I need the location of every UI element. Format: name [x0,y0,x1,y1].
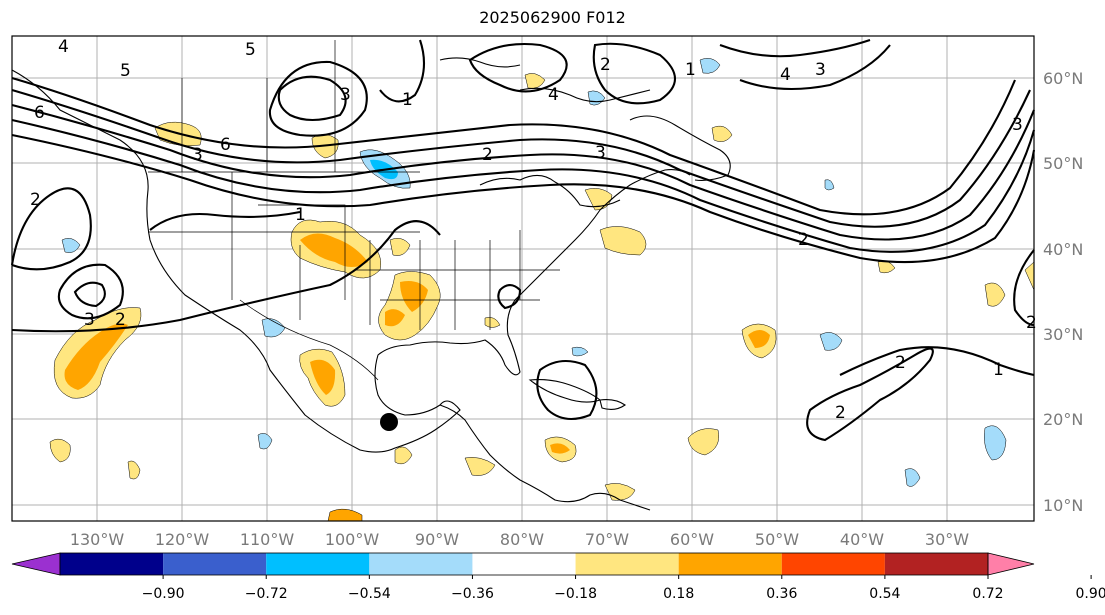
lat-label: 30°N [1043,325,1083,344]
map-background [12,36,1034,521]
colorbar-segment [884,553,988,575]
colorbar-label: −0.54 [348,586,391,602]
lon-label: 100°W [325,530,380,549]
colorbar-label: −0.36 [451,586,494,602]
contour-label: 3 [340,85,351,105]
colorbar-label: −0.90 [142,586,185,602]
colorbar-label: −0.18 [554,586,597,602]
lon-label: 110°W [240,530,295,549]
colorbar-label: −0.72 [245,586,288,602]
lon-label: 40°W [840,530,884,549]
storm-center-marker [380,413,398,431]
colorbar-extend-high [987,552,1035,576]
lon-label: 120°W [155,530,210,549]
map-title: 2025062900 F012 [479,8,626,27]
contour-label: 1 [402,90,413,110]
lon-label: 130°W [70,530,125,549]
colorbar-segment [781,553,885,575]
contour-label: 2 [798,230,809,250]
contour-label: 2 [835,403,846,423]
contour-label: 1 [993,360,1004,380]
colorbar-label: 0.54 [869,586,900,602]
contour-label: 2 [30,190,41,210]
contour-label: 4 [58,37,69,57]
lat-label: 20°N [1043,410,1083,429]
contour-label: 3 [815,60,826,80]
contour-label: 6 [220,135,231,155]
colorbar-segment [60,553,164,575]
contour-label: 2 [482,145,493,165]
longitude-labels: 130°W 120°W 110°W 100°W 90°W 80°W 70°W 6… [70,530,969,549]
colorbar-label: 0.36 [766,586,797,602]
colorbar-segment [369,553,473,575]
colorbar-label: 0.72 [972,586,1003,602]
lat-label: 60°N [1043,69,1083,88]
contour-label: 2 [600,55,611,75]
contour-label: 2 [1026,313,1037,333]
colorbar-frame [59,552,989,576]
contour-label: 5 [120,61,131,81]
lon-label: 50°W [755,530,799,549]
colorbar-label: 0.18 [663,586,694,602]
contour-label: 4 [780,65,791,85]
contour-label: 2 [115,310,126,330]
contour-label: 2 [895,353,906,373]
contour-label: 3 [84,310,95,330]
lat-label: 50°N [1043,154,1083,173]
colorbar-segment [266,553,370,575]
colorbar-label: 0.90 [1076,586,1105,602]
colorbar-segment [472,553,576,575]
colorbar-segment [163,553,267,575]
contour-label: 3 [1012,115,1023,135]
colorbar-segment [575,553,679,575]
colorbar-extend-low [11,552,61,576]
contour-label: 5 [245,40,256,60]
lon-label: 60°W [670,530,714,549]
contour-label: 3 [192,145,203,165]
lat-label: 10°N [1043,496,1083,515]
lon-label: 80°W [500,530,544,549]
colorbar: −0.90 −0.72 −0.54 −0.36 −0.18 0.18 0.36 0.54 0.7… [11,552,1105,602]
contour-label: 1 [685,60,696,80]
contour-label: 6 [34,103,45,123]
map-frame [11,35,1035,522]
lon-label: 90°W [415,530,459,549]
map-panel: 4 5 6 2 3 1 2 3 2 4 6 3 5 2 3 4 3 2 1 2 … [10,35,1037,522]
contour-label: 4 [548,85,559,105]
contour-lines [10,39,1036,442]
lat-label: 40°N [1043,240,1083,259]
colorbar-segment [678,553,782,575]
lon-label: 70°W [585,530,629,549]
contour-label: 3 [595,143,606,163]
latitude-labels: 60°N 50°N 40°N 30°N 20°N 10°N [1043,69,1083,515]
contour-labels: 4 5 6 2 3 1 2 3 2 4 6 3 5 2 3 4 3 2 1 2 … [30,37,1037,423]
lon-label: 30°W [925,530,969,549]
contour-label: 1 [295,205,306,225]
